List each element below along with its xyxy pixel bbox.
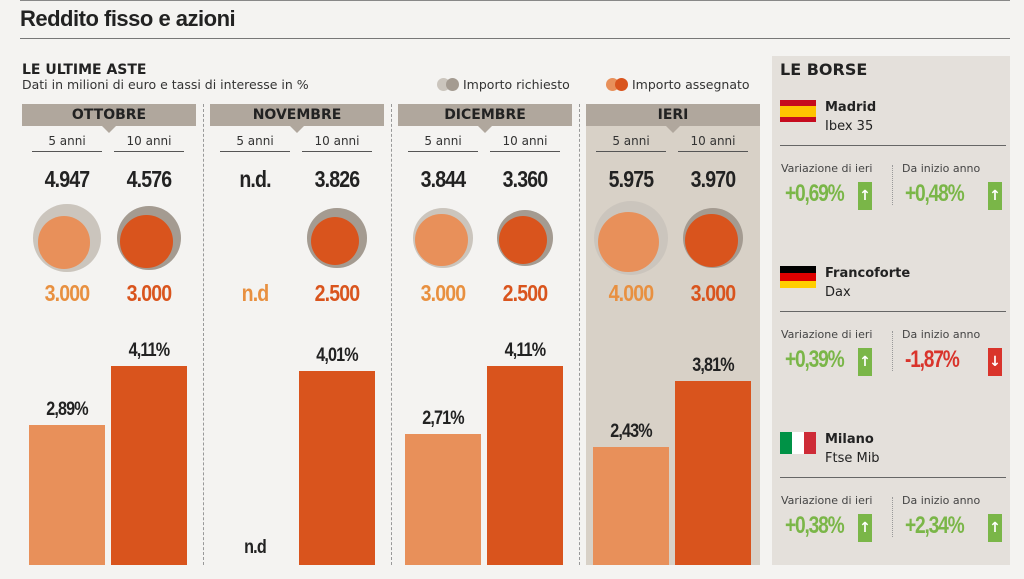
assigned-amount: 2.500	[314, 280, 361, 306]
title-rule	[20, 38, 1010, 39]
index-name: Ftse Mib	[825, 451, 880, 466]
maturity-label: 5 anni	[32, 134, 102, 152]
column-divider	[391, 104, 392, 565]
label-daily: Variazione di ieri	[781, 328, 873, 341]
borse-title: LE BORSE	[780, 60, 868, 79]
day-change: +0,38%	[785, 512, 845, 539]
rate-label: n.d	[244, 537, 267, 558]
assigned-circle	[597, 211, 659, 273]
requested-amount: 3.360	[502, 166, 549, 192]
assigned-circle	[37, 216, 91, 269]
legend-assigned: Importo assegnato	[606, 77, 750, 92]
section-subtitle: Dati in milioni di euro e tassi di inter…	[22, 77, 309, 92]
label-ytd: Da inizio anno	[902, 494, 981, 507]
ytd-change: +2,34%	[905, 512, 965, 539]
assigned-amount: 3.000	[126, 280, 173, 306]
day-change: +0,69%	[785, 180, 845, 207]
month-header: IERI	[586, 104, 760, 133]
maturity-label: 5 anni	[596, 134, 666, 152]
rate-label: 4,11%	[128, 340, 171, 362]
index-name: Ibex 35	[825, 119, 874, 134]
rate-bar	[675, 380, 751, 565]
city-name: Madrid	[825, 100, 877, 115]
ytd-change: +0,48%	[905, 180, 965, 207]
rate-label: 4,11%	[504, 340, 547, 362]
arrow-up-icon: ↑	[858, 348, 872, 376]
column-divider	[892, 497, 893, 537]
assigned-amount: 4.000	[608, 280, 655, 306]
rate-bar	[593, 447, 669, 565]
assigned-circle	[685, 214, 738, 267]
assigned-amount: 3.000	[44, 280, 91, 306]
requested-amount: n.d.	[239, 166, 271, 192]
requested-amount: 4.576	[126, 166, 173, 192]
city-name: Francoforte	[825, 266, 911, 281]
page-title: Reddito fisso e azioni	[20, 6, 236, 31]
assigned-circle	[499, 216, 548, 265]
assigned-amount: n.d	[241, 280, 270, 306]
divider	[780, 145, 1006, 146]
day-change: +0,39%	[785, 346, 845, 373]
month-header: NOVEMBRE	[210, 104, 384, 133]
rate-bar	[29, 425, 105, 565]
requested-amount: 3.844	[420, 166, 467, 192]
assigned-amount: 3.000	[690, 280, 737, 306]
assigned-circle	[310, 217, 359, 266]
legend-dot-icon	[615, 78, 628, 91]
label-daily: Variazione di ieri	[781, 494, 873, 507]
borse-panel	[772, 56, 1010, 565]
month-header: OTTOBRE	[22, 104, 196, 133]
rate-bar	[111, 366, 187, 565]
flag-icon	[780, 266, 816, 288]
arrow-up-icon: ↑	[988, 514, 1002, 542]
assigned-circle	[120, 215, 173, 268]
rate-label: 2,89%	[46, 399, 88, 421]
column-divider	[203, 104, 204, 565]
rate-bar	[487, 366, 563, 565]
arrow-down-icon: ↓	[988, 348, 1002, 376]
column-divider	[892, 331, 893, 371]
section-title: LE ULTIME ASTE	[22, 62, 147, 78]
label-ytd: Da inizio anno	[902, 162, 981, 175]
requested-amount: 5.975	[608, 166, 655, 192]
label-daily: Variazione di ieri	[781, 162, 873, 175]
city-name: Milano	[825, 432, 874, 447]
ytd-change: -1,87%	[905, 346, 960, 373]
rate-label: 2,71%	[422, 407, 464, 429]
rate-bar	[299, 370, 375, 565]
rate-bar	[405, 433, 481, 565]
assigned-amount: 3.000	[420, 280, 467, 306]
maturity-label: 5 anni	[220, 134, 290, 152]
label-ytd: Da inizio anno	[902, 328, 981, 341]
divider	[780, 477, 1006, 478]
arrow-up-icon: ↑	[858, 514, 872, 542]
month-header: DICEMBRE	[398, 104, 572, 133]
arrow-up-icon: ↑	[988, 182, 1002, 210]
legend-label: Importo richiesto	[463, 77, 570, 92]
column-divider	[892, 165, 893, 205]
flag-icon	[780, 432, 816, 454]
maturity-label: 10 anni	[490, 134, 560, 152]
legend-label: Importo assegnato	[632, 77, 750, 92]
divider	[780, 311, 1006, 312]
top-rule	[20, 0, 1010, 1]
rate-label: 3,81%	[692, 354, 734, 376]
rate-label: 4,01%	[316, 344, 358, 366]
index-name: Dax	[825, 285, 851, 300]
arrow-up-icon: ↑	[858, 182, 872, 210]
rate-label: 2,43%	[610, 421, 652, 443]
requested-amount: 3.970	[690, 166, 737, 192]
assigned-amount: 2.500	[502, 280, 549, 306]
maturity-label: 10 anni	[302, 134, 372, 152]
maturity-label: 5 anni	[408, 134, 478, 152]
maturity-label: 10 anni	[114, 134, 184, 152]
flag-icon	[780, 100, 816, 122]
maturity-label: 10 anni	[678, 134, 748, 152]
legend-dot-icon	[446, 78, 459, 91]
assigned-circle	[415, 213, 468, 267]
requested-amount: 3.826	[314, 166, 361, 192]
legend-requested: Importo richiesto	[437, 77, 570, 92]
requested-amount: 4.947	[44, 166, 91, 192]
column-divider	[579, 104, 580, 565]
